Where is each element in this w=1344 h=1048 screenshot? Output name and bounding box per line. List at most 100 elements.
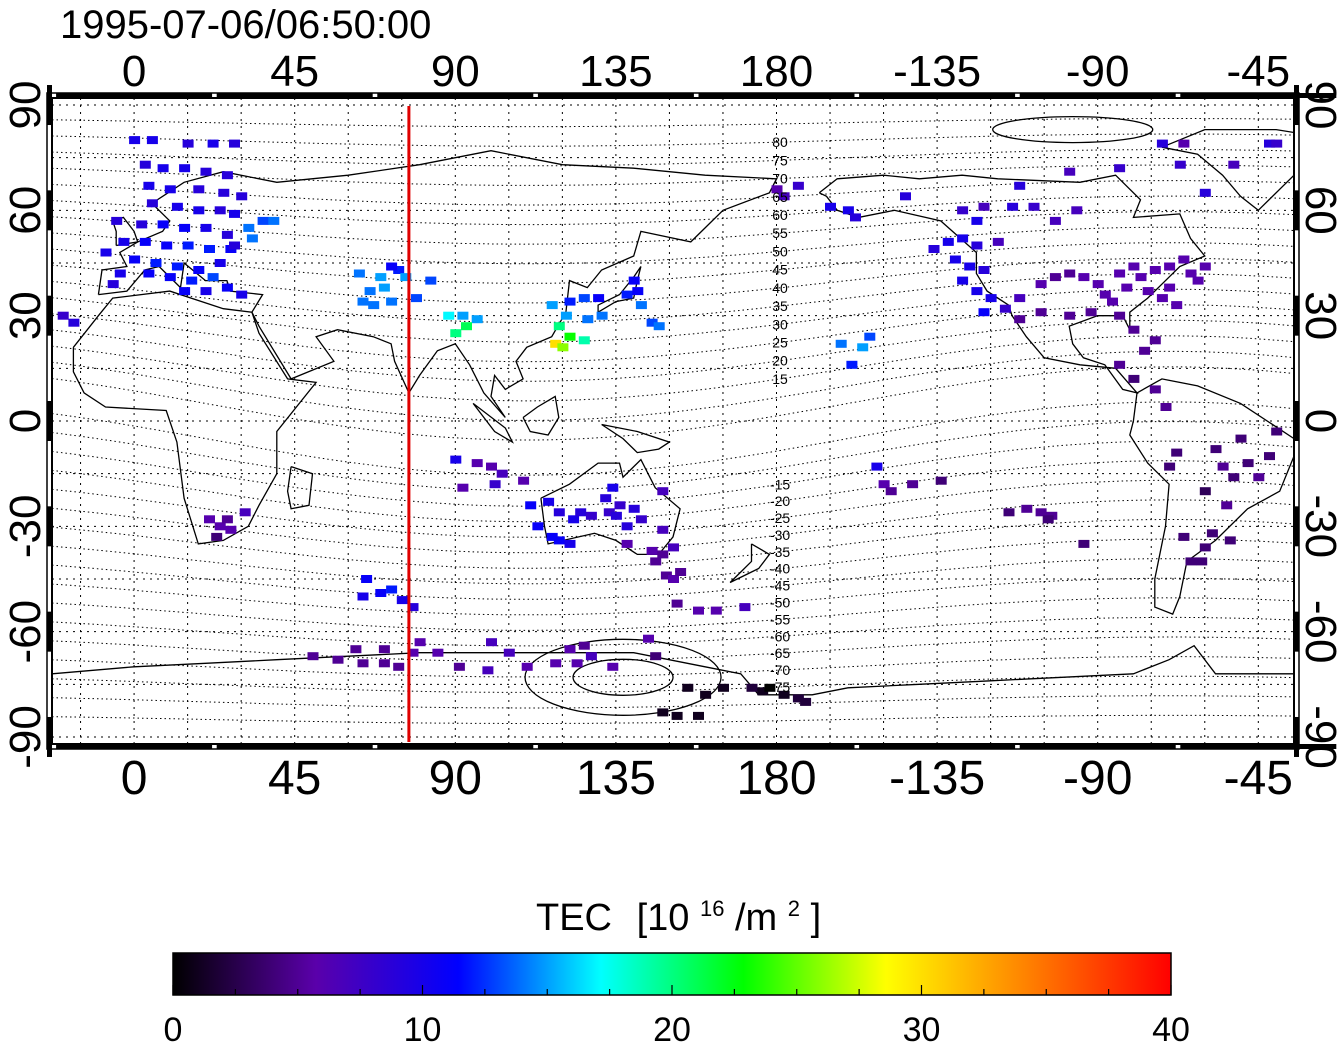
latitude-label-right: -90 [1296, 705, 1344, 769]
tec-point [949, 255, 961, 264]
colorbar-title-text: TEC [536, 897, 612, 939]
colorbar: TEC [10 16 /m 2 ] 0 10 20 30 40 [164, 896, 1190, 1048]
tec-point [164, 185, 176, 194]
magnetic-contour [52, 211, 1294, 245]
magnetic-contour [52, 479, 1294, 538]
magnetic-contour [52, 538, 1294, 585]
tec-point [621, 539, 633, 548]
tec-point [1071, 206, 1083, 215]
tec-point [1178, 532, 1190, 541]
tec-point [792, 694, 804, 703]
tec-point [1174, 160, 1186, 169]
map-background [52, 98, 1294, 744]
tec-point [200, 167, 212, 176]
map-panel: 80 75 70 65 60 55 50 45 40 35 30 25 20 15 -15-20-25-30… [46, 85, 1337, 757]
tec-point [1217, 462, 1229, 471]
tec-point [503, 648, 515, 657]
tec-point [971, 216, 983, 225]
colorbar-tick-label: 30 [903, 1011, 941, 1048]
tec-point [353, 269, 365, 278]
tec-point [107, 280, 119, 289]
contour-label: 80 [772, 134, 788, 150]
tec-point [764, 683, 776, 692]
tec-point [928, 245, 940, 253]
frame-tick-right [1294, 190, 1299, 231]
tec-point [578, 336, 590, 345]
tec-point [846, 360, 858, 369]
magnetic-contour [52, 616, 1294, 647]
tec-point [610, 511, 622, 520]
tec-point [957, 276, 969, 285]
colorbar-unit-prefix: [10 [637, 897, 690, 939]
contour-label: 45 [772, 262, 788, 278]
latitude-label-right: 0 [1296, 409, 1344, 433]
tec-point [214, 259, 226, 267]
contour-label: -65 [770, 645, 790, 661]
contour-label: 15 [772, 371, 788, 387]
tec-point [1160, 403, 1172, 411]
tec-point [225, 525, 237, 534]
tec-point [700, 690, 712, 699]
frame-tick-right [1294, 611, 1299, 652]
magnetic-contour [52, 714, 1294, 724]
tec-point [1156, 139, 1168, 148]
tec-point [357, 659, 369, 668]
tec-point [1042, 515, 1054, 524]
longitude-label-top: 45 [270, 47, 319, 96]
tec-point [964, 262, 976, 271]
tec-point [668, 575, 679, 583]
tec-point [1178, 255, 1190, 264]
tec-point [1199, 262, 1211, 271]
longitude-label-bottom: 180 [736, 752, 816, 805]
tec-point [553, 508, 565, 517]
tec-point [546, 301, 558, 310]
tec-point [878, 480, 890, 489]
tec-point [214, 522, 226, 531]
tec-point [564, 645, 576, 654]
tec-point [710, 606, 722, 615]
tec-point [778, 192, 790, 201]
latitude-label-left: -90 [1, 705, 50, 769]
tec-point [207, 273, 219, 282]
tec-point [139, 237, 151, 246]
tec-point [350, 645, 362, 654]
frame-tick-right [1294, 401, 1299, 441]
latitude-label-right: -30 [1296, 495, 1344, 559]
britain-coast [111, 216, 139, 247]
tec-point [900, 192, 911, 201]
tec-point [143, 269, 155, 278]
tec-point [1228, 473, 1240, 482]
tec-point [682, 683, 694, 692]
tec-point [643, 634, 654, 643]
latitude-labels-left: 90 60 30 0 -30 -60 -90 [1, 81, 50, 769]
tec-point [1114, 269, 1126, 278]
tec-point [378, 283, 390, 292]
tec-point [957, 234, 969, 243]
tec-point [200, 223, 212, 232]
tec-point [985, 294, 997, 303]
longitude-label-bottom: -90 [1063, 752, 1132, 805]
tec-point [1210, 445, 1222, 454]
tec-point [999, 304, 1011, 313]
tec-point [386, 585, 398, 594]
tec-point [221, 515, 233, 524]
tec-point [1092, 280, 1104, 289]
tec-point [1171, 301, 1183, 310]
latitude-label-left: -60 [1, 600, 50, 664]
tec-point [607, 483, 619, 492]
magnetic-contour [52, 499, 1294, 554]
tec-point [1135, 273, 1147, 282]
tec-point [1014, 294, 1026, 303]
contour-label: -20 [770, 493, 790, 509]
magnetic-contour [52, 118, 1294, 128]
magnetic-contour [52, 577, 1294, 616]
tec-point [600, 494, 612, 503]
tec-point [1149, 385, 1161, 394]
madagascar-coast [286, 465, 314, 510]
japan-coast [597, 266, 642, 313]
tec-point [129, 136, 141, 145]
tec-point [871, 462, 883, 471]
tec-point [800, 697, 812, 706]
australia-coast [540, 458, 681, 556]
